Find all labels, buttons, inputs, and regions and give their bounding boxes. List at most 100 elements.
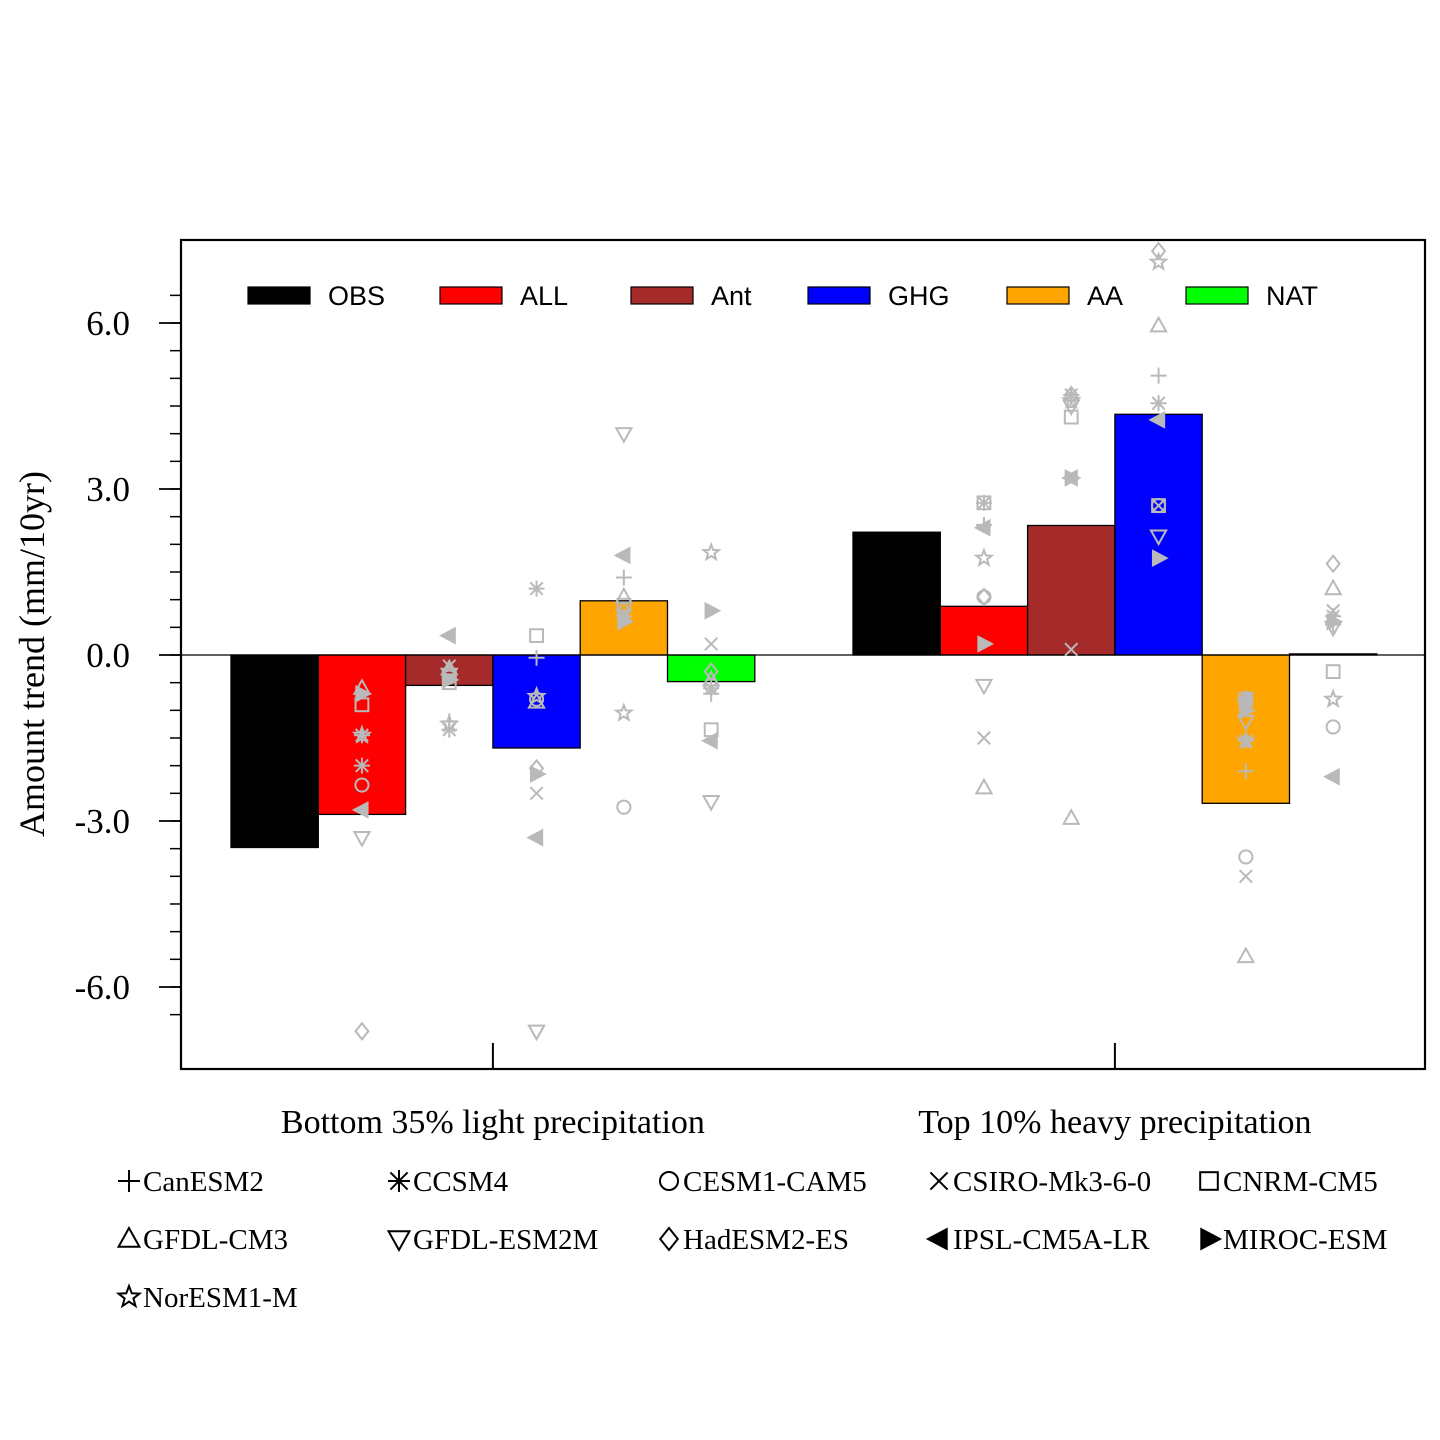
bar-obs-light <box>230 654 319 849</box>
model-point-triangle-down-all-heavy <box>974 678 994 696</box>
legend-marker-star-icon <box>115 1283 143 1309</box>
model-point-triangle-up-ant-heavy <box>1061 808 1081 825</box>
model-point-star-aa-light <box>613 702 635 722</box>
model-point-diamond-all-heavy <box>976 587 992 607</box>
model-point-square-nat-heavy <box>1325 664 1341 679</box>
y-tick-label: 0.0 <box>86 636 130 675</box>
model-point-circle-aa-heavy <box>1238 849 1254 865</box>
model-legend: CanESM2 CCSM4 CESM1-CAM5 CSIRO-Mk3-6-0 CNRM-… <box>115 1166 1387 1314</box>
model-point-square-ghg-heavy <box>1151 498 1166 514</box>
bar-ghg-light <box>492 654 581 749</box>
model-point-triangle-right-ghg-heavy <box>1151 549 1169 568</box>
model-point-cross-all-heavy <box>977 731 991 745</box>
legend-label-aa: AA <box>1087 281 1123 311</box>
model-point-triangle-up-all-heavy <box>974 777 994 795</box>
model-point-plus-ghg-light <box>528 649 545 666</box>
model-point-star-all-heavy <box>973 547 995 567</box>
model-point-triangle-down-nat-light <box>701 795 721 812</box>
legend-marker-triangle-up-icon <box>116 1225 142 1248</box>
legend-swatch-aa <box>1006 286 1070 305</box>
model-point-diamond-all-light <box>354 1021 370 1041</box>
model-point-triangle-down-all-light <box>352 830 372 848</box>
model-legend-label: GFDL-CM3 <box>143 1224 288 1256</box>
model-point-triangle-right-ant-heavy <box>1064 469 1082 487</box>
legend-marker-cross-icon <box>929 1171 949 1191</box>
legend-swatch-all <box>439 286 503 305</box>
legend-swatch-ghg <box>807 286 871 305</box>
model-point-plus-ghg-heavy <box>1150 367 1167 384</box>
model-point-triangle-left-nat-light <box>701 731 718 750</box>
y-tick-label: 6.0 <box>86 304 130 343</box>
legend-swatch-obs <box>247 286 311 305</box>
legend-marker-triangle-right-icon <box>1200 1227 1223 1251</box>
legend-label-ant: Ant <box>711 281 752 311</box>
model-legend-label: CNRM-CM5 <box>1223 1166 1378 1198</box>
model-point-asterisk-all-heavy <box>975 494 992 511</box>
model-point-circle-aa-light <box>616 799 632 815</box>
bar-aa-light <box>579 600 669 656</box>
model-point-square-ant-heavy <box>1063 409 1079 425</box>
y-tick-label: -6.0 <box>75 968 130 1007</box>
model-point-cross-aa-heavy <box>1238 869 1253 884</box>
model-point-triangle-up-nat-heavy <box>1323 578 1343 596</box>
model-legend-label: CSIRO-Mk3-6-0 <box>953 1166 1151 1198</box>
model-point-triangle-right-ghg-light <box>529 765 547 783</box>
model-point-cross-ghg-heavy <box>1151 498 1166 513</box>
model-point-star-all-light <box>351 724 373 745</box>
model-point-star-aa-heavy <box>1235 729 1257 750</box>
model-legend-label: CanESM2 <box>143 1166 264 1198</box>
model-point-triangle-down-ghg-light <box>527 1024 546 1042</box>
series-legend: OBS ALL Ant GHG AA NAT <box>247 281 1318 311</box>
model-point-triangle-left-ghg-heavy <box>1148 410 1166 429</box>
legend-marker-circle-icon <box>658 1170 680 1192</box>
legend-label-ghg: GHG <box>888 281 950 311</box>
model-point-triangle-left-aa-light <box>613 546 631 565</box>
model-point-circle-nat-heavy <box>1325 719 1341 735</box>
model-point-star-nat-light <box>700 541 722 562</box>
model-point-asterisk-ghg-heavy <box>1150 395 1167 412</box>
model-point-circle-all-light <box>354 777 370 793</box>
x-category-label: Top 10% heavy precipitation <box>918 1104 1311 1141</box>
y-tick-label: 3.0 <box>86 470 130 509</box>
model-point-plus-aa-heavy <box>1237 763 1254 780</box>
model-point-triangle-up-nat-light <box>701 669 721 687</box>
model-point-asterisk-ghg-light <box>528 580 545 597</box>
model-point-cross-all-light <box>355 758 369 773</box>
model-point-triangle-right-aa-heavy <box>1239 701 1256 720</box>
bar-ant-heavy <box>1026 524 1116 656</box>
model-point-diamond-nat-heavy <box>1325 554 1341 574</box>
model-point-star-ant-heavy <box>1060 389 1082 410</box>
y-axis-label: Amount trend (mm/10yr) <box>12 471 52 837</box>
model-point-square-aa-light <box>616 597 632 613</box>
legend-marker-asterisk-icon <box>388 1170 410 1192</box>
model-point-triangle-right-nat-heavy <box>1326 612 1344 631</box>
legend-marker-triangle-left-icon <box>925 1227 948 1251</box>
model-legend-label: CESM1-CAM5 <box>683 1166 867 1198</box>
x-category-label: Bottom 35% light precipitation <box>281 1104 705 1141</box>
model-point-star-ghg-heavy <box>1148 251 1169 271</box>
bar-ghg-heavy <box>1114 413 1203 656</box>
model-point-cross-ghg-light <box>529 786 544 801</box>
legend-label-all: ALL <box>520 281 568 311</box>
model-legend-label: HadESM2-ES <box>683 1224 849 1256</box>
model-point-triangle-left-ghg-light <box>526 828 544 847</box>
bar-nat-light <box>666 654 756 683</box>
model-point-triangle-up-aa-heavy <box>1236 946 1256 964</box>
model-point-diamond-nat-light <box>703 661 719 682</box>
model-point-triangle-up-ghg-heavy <box>1149 315 1168 333</box>
model-point-square-ghg-light <box>529 628 544 644</box>
model-point-triangle-left-ant-light <box>439 626 456 645</box>
model-legend-label: CCSM4 <box>413 1166 509 1198</box>
model-point-square-all-heavy <box>976 495 992 511</box>
model-point-plus-aa-light <box>615 569 632 586</box>
model-point-diamond-ghg-heavy <box>1150 241 1167 261</box>
model-point-cross-ant-heavy <box>1064 642 1079 657</box>
model-legend-label: GFDL-ESM2M <box>413 1224 598 1256</box>
model-point-triangle-right-all-light <box>355 684 373 703</box>
model-point-triangle-down-ghg-heavy <box>1149 529 1168 547</box>
legend-label-nat: NAT <box>1266 281 1318 311</box>
model-point-triangle-down-aa-light <box>614 427 634 444</box>
model-point-circle-all-heavy <box>976 589 992 605</box>
model-point-star-ant-light <box>438 713 460 733</box>
model-point-triangle-left-all-heavy <box>973 518 991 537</box>
